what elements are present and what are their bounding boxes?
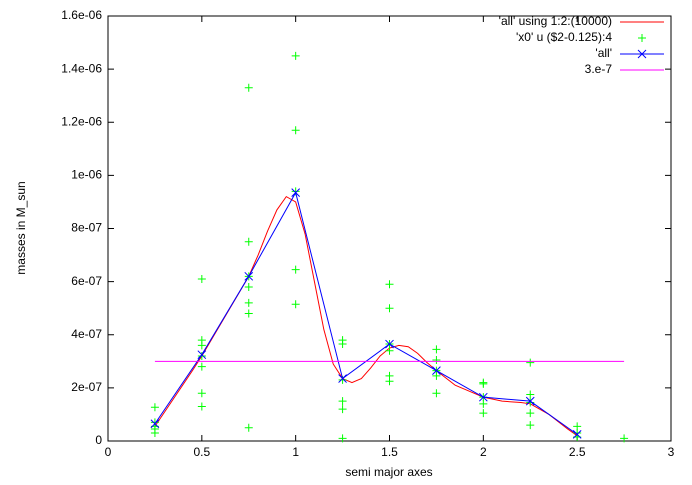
cross-marker (338, 374, 347, 383)
plus-marker (197, 352, 206, 360)
x-tick-label: 2 (480, 445, 487, 459)
plus-marker (432, 389, 441, 398)
plus-marker (432, 355, 441, 364)
cross-marker (385, 339, 394, 349)
cross-marker (525, 396, 535, 406)
y-tick-label: 1.2e-06 (61, 114, 102, 128)
y-tick-label: 2e-07 (71, 380, 102, 394)
cross-marker (637, 49, 647, 59)
plus-marker (150, 429, 159, 438)
plus-marker (150, 403, 159, 412)
legend-label: 'x0' u ($2-0.125):4 (516, 30, 612, 44)
legend-label: 'all' (595, 46, 612, 60)
plus-marker (197, 402, 206, 411)
cross-marker (244, 271, 254, 281)
plus-marker (197, 274, 206, 283)
plus-marker (338, 434, 347, 443)
y-tick-label: 1.4e-06 (61, 61, 102, 75)
y-tick-label: 4e-07 (71, 327, 102, 341)
y-tick-label: 1e-06 (71, 168, 102, 182)
cross-marker (432, 366, 441, 375)
plus-marker (432, 345, 441, 354)
x-tick-label: 1 (292, 445, 299, 459)
x-tick-label: 2.5 (569, 445, 586, 459)
plus-marker (385, 377, 394, 386)
plus-marker (244, 282, 253, 291)
plus-marker (526, 390, 535, 399)
plus-marker (479, 399, 488, 408)
plus-marker (526, 409, 535, 418)
plus-marker (526, 421, 535, 430)
plus-marker (197, 362, 206, 371)
x-tick-label: 3 (668, 445, 675, 459)
legend-label: 'all' using 1:2:(10000) (499, 14, 612, 28)
plus-marker (197, 341, 206, 350)
plus-marker (638, 34, 646, 42)
x-tick-label: 1.5 (381, 445, 398, 459)
plus-marker (479, 379, 488, 388)
plus-marker (244, 309, 253, 318)
cross-marker (150, 419, 160, 429)
plus-marker (291, 126, 300, 135)
plus-marker (244, 298, 253, 307)
plus-marker (526, 358, 535, 367)
plus-marker (385, 280, 394, 289)
cross-marker (478, 392, 488, 402)
x-axis-label: semi major axes (345, 465, 432, 479)
plus-marker (291, 300, 300, 309)
plus-marker (244, 423, 253, 432)
plus-marker (432, 371, 441, 380)
plus-marker (244, 237, 253, 246)
plus-marker (244, 83, 253, 92)
cross-marker (291, 188, 301, 197)
series-line (154, 191, 578, 435)
plus-marker (291, 265, 300, 274)
plus-marker (385, 346, 394, 355)
y-tick-label: 1.6e-06 (61, 8, 102, 22)
plus-marker (385, 304, 394, 313)
y-tick-label: 0 (95, 433, 102, 447)
plus-marker (620, 434, 629, 443)
plus-marker (291, 51, 300, 60)
plus-marker (338, 397, 347, 406)
plus-marker (479, 409, 488, 418)
y-tick-label: 6e-07 (71, 274, 102, 288)
plus-marker (197, 389, 206, 398)
legend-label: 3.e-7 (585, 62, 613, 76)
plus-marker (338, 340, 347, 349)
y-tick-label: 8e-07 (71, 221, 102, 235)
plus-marker (338, 405, 347, 414)
y-axis-label: masses in M_sun (14, 181, 28, 274)
x-tick-label: 0.5 (193, 445, 210, 459)
cross-marker (197, 350, 207, 360)
x-tick-label: 0 (105, 445, 112, 459)
cross-marker (572, 430, 582, 439)
